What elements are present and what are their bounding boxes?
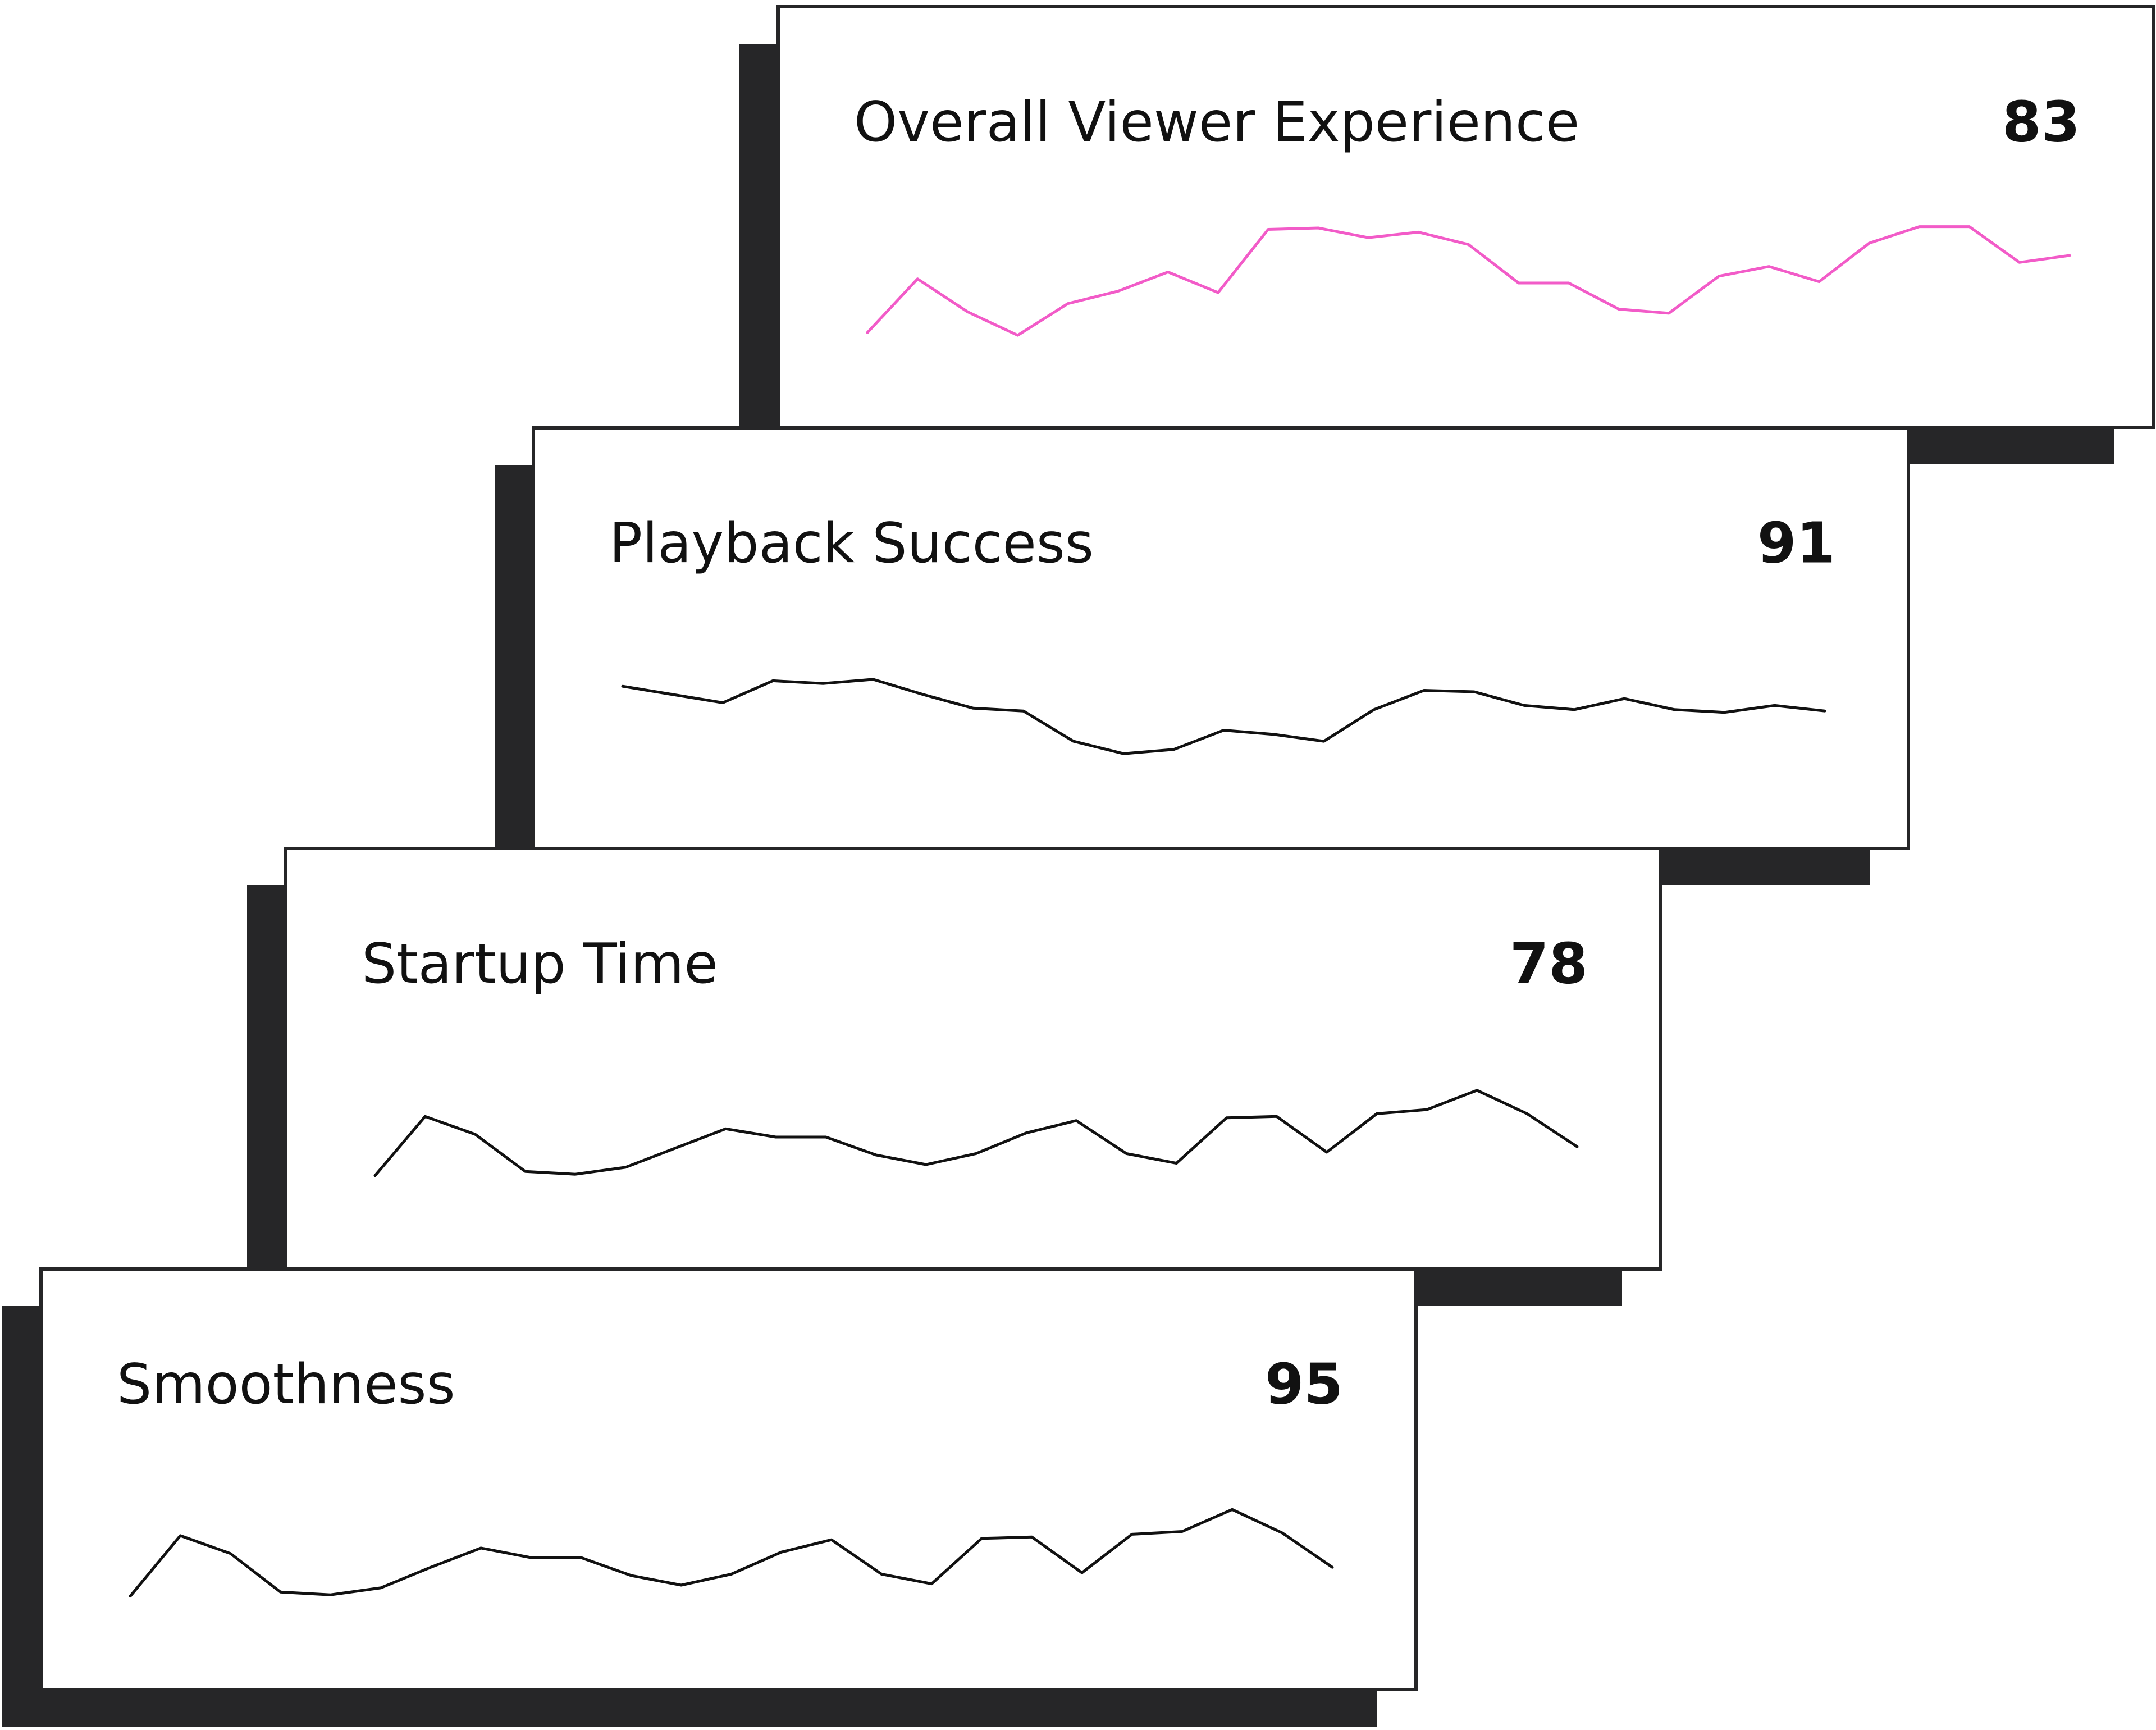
card bbox=[776, 5, 2155, 429]
sparkline bbox=[621, 678, 1826, 755]
card bbox=[532, 426, 1910, 850]
card-score: 78 bbox=[1510, 930, 1588, 996]
sparkline bbox=[866, 225, 2071, 337]
sparkline bbox=[373, 1089, 1579, 1177]
card-title: Smoothness bbox=[117, 1353, 455, 1417]
card-score: 95 bbox=[1265, 1351, 1343, 1417]
card-score: 91 bbox=[1757, 510, 1835, 576]
card bbox=[39, 1267, 1418, 1691]
metric-card: Overall Viewer Experience 83 bbox=[739, 5, 2155, 464]
card-title: Playback Success bbox=[609, 512, 1094, 576]
sparkline bbox=[129, 1508, 1334, 1598]
card-title: Overall Viewer Experience bbox=[854, 90, 1579, 154]
metric-card: Smoothness 95 bbox=[2, 1267, 1418, 1727]
metric-card: Startup Time 78 bbox=[247, 847, 1662, 1306]
metric-card: Playback Success 91 bbox=[495, 426, 1910, 885]
card-title: Startup Time bbox=[362, 932, 718, 996]
card-score: 83 bbox=[2002, 89, 2080, 154]
card bbox=[284, 847, 1662, 1271]
